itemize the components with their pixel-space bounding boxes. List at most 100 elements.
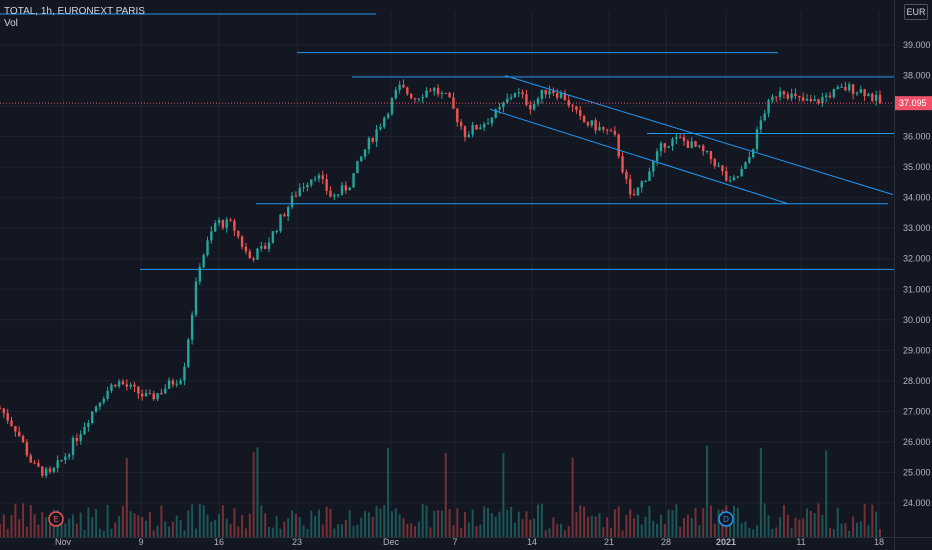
volume-bar (106, 504, 109, 537)
candle-body (540, 89, 544, 99)
candle-body (52, 467, 55, 472)
volume-bar (371, 516, 374, 537)
volume-bar (709, 505, 712, 537)
candle-body (237, 230, 240, 237)
candle-body (41, 466, 44, 476)
volume-bar (740, 523, 743, 537)
candle-body (221, 220, 225, 228)
volume-bar (241, 515, 244, 537)
candle-body (313, 178, 317, 180)
candle-body (498, 107, 501, 110)
volume-bar (310, 510, 313, 537)
candle-body (244, 246, 248, 252)
volume-bar (732, 505, 735, 537)
candle-body (609, 130, 613, 132)
time-tick-label: 11 (796, 537, 805, 547)
candle-body (290, 195, 294, 208)
volume-bar (852, 516, 855, 537)
candle-body (175, 383, 178, 385)
price-tick-label: 29.000 (903, 345, 931, 355)
candle-body (694, 141, 697, 147)
candle-body (18, 431, 21, 437)
volume-bar (48, 523, 51, 537)
currency-button[interactable]: EUR (904, 4, 928, 20)
volume-bar (279, 528, 282, 537)
grid-lines (0, 12, 894, 537)
volume-bar (659, 514, 662, 537)
candle-body (648, 171, 651, 182)
volume-bar (125, 458, 128, 537)
candle-body (529, 104, 532, 110)
candle-body (394, 89, 398, 99)
volume-bar (283, 521, 286, 537)
volume-bar (91, 517, 94, 537)
candle-body (406, 87, 409, 94)
candle-body (44, 468, 48, 476)
volume-bar (98, 528, 101, 537)
price-tick-label: 26.000 (903, 437, 931, 447)
volume-bar (771, 528, 774, 537)
candle-body (675, 137, 678, 140)
volume-bar (706, 445, 709, 537)
price-axis[interactable]: 39.00038.00037.00036.00035.00034.00033.0… (894, 0, 932, 550)
candle-body (502, 102, 505, 108)
candle-body (213, 223, 217, 232)
price-tick-label: 35.000 (903, 162, 931, 172)
volume-bar (317, 509, 320, 537)
volume-bar (171, 521, 174, 537)
candle-body (56, 460, 59, 468)
candle-body (725, 171, 728, 181)
volume-bar (855, 522, 858, 537)
candle-body (29, 455, 32, 463)
volume-bar (344, 519, 347, 537)
volume-bar (756, 525, 759, 537)
volume-bar (175, 515, 178, 537)
candle-body (586, 122, 590, 126)
volume-bar (425, 505, 428, 537)
volume-bar (206, 514, 209, 537)
candle-body (248, 251, 251, 259)
volume-bar (356, 524, 359, 537)
volume-bar (137, 515, 140, 537)
price-candles (0, 79, 882, 479)
price-tick-label: 32.000 (903, 254, 931, 264)
volume-bar (341, 524, 344, 537)
candle-body (629, 179, 632, 195)
candle-body (440, 92, 444, 94)
candle-body (160, 393, 163, 395)
volume-bar (694, 508, 697, 537)
candle-body (448, 92, 451, 98)
symbol-title[interactable]: TOTAL, 1h, EURONEXT PARIS (4, 6, 145, 17)
candle-body (482, 123, 486, 128)
volume-bar (37, 524, 40, 537)
candle-body (602, 126, 605, 130)
volume-bar (536, 504, 539, 537)
candle-body (317, 175, 321, 179)
candle-body (225, 219, 228, 228)
volume-bar (244, 528, 247, 537)
volume-label[interactable]: Vol (4, 18, 18, 29)
time-axis[interactable]: Nov 9 16 23 Dec 7 14 21 28 2021 11 18 (0, 537, 932, 547)
drawn-trendlines[interactable] (0, 13, 894, 270)
candle-body (348, 187, 351, 191)
volume-bar (114, 522, 117, 537)
volume-bar (759, 447, 762, 537)
candle-body (363, 149, 367, 157)
volume-bar (690, 517, 693, 537)
candle-body (102, 398, 105, 403)
volume-bar (586, 516, 589, 537)
volume-bar (521, 519, 524, 537)
volume-bar (387, 447, 390, 537)
volume-bar (321, 524, 324, 537)
candle-body (702, 145, 705, 152)
volume-bar (698, 525, 701, 537)
volume-bar (836, 507, 839, 537)
volume-bar (571, 457, 574, 537)
candle-body (552, 90, 555, 93)
candle-body (655, 151, 659, 161)
candle-body (667, 146, 670, 148)
candle-body (64, 456, 67, 460)
candle-body (517, 92, 520, 94)
